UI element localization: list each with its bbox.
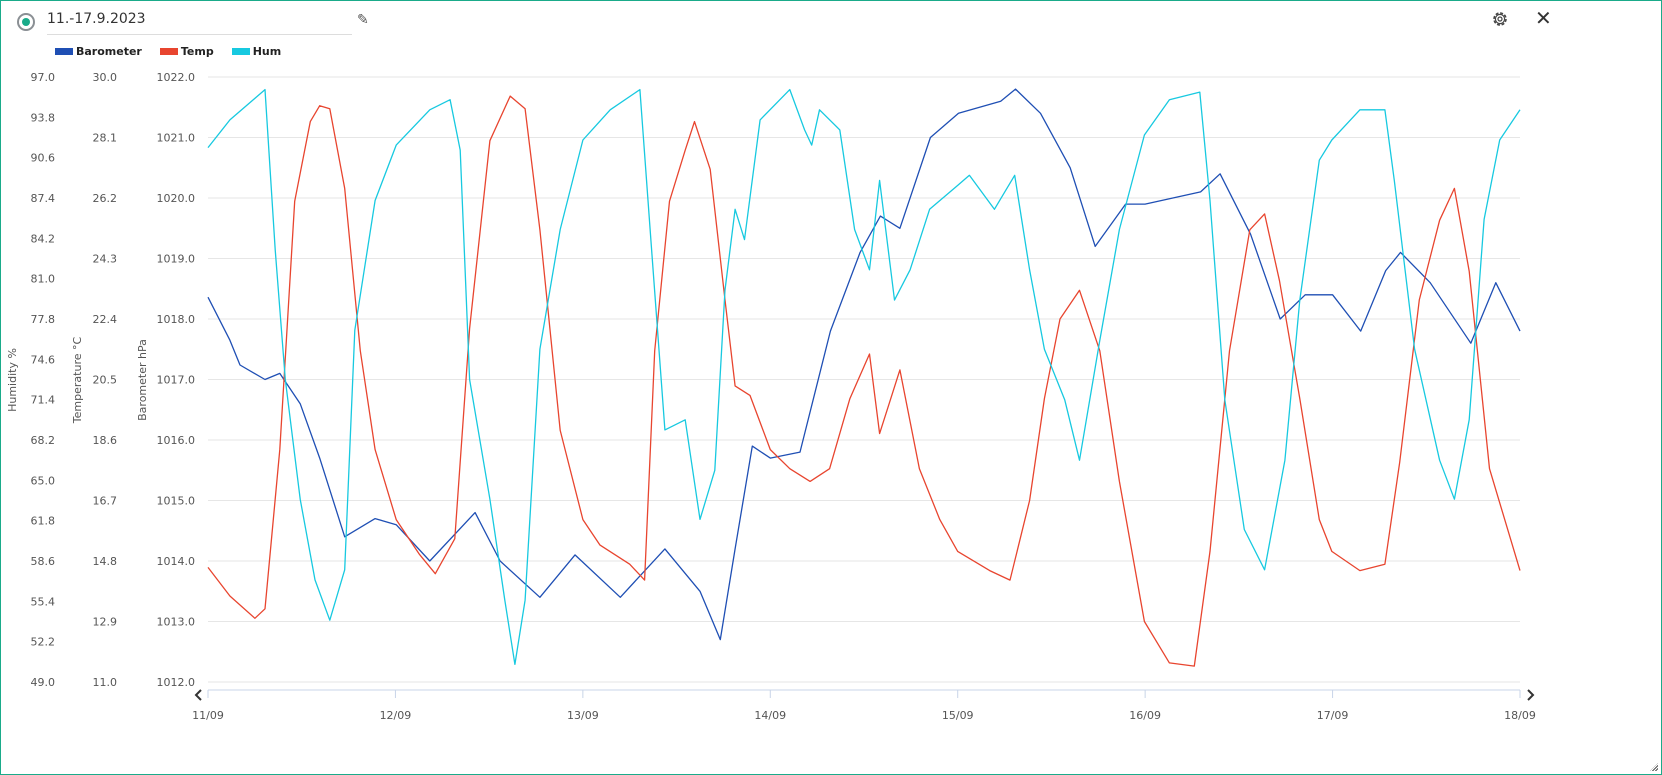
x-tick-label: 18/09 [1504,709,1536,722]
hum-tick-label: 58.6 [31,555,56,568]
legend-item-barometer[interactable]: Barometer [55,45,142,58]
temp-tick-label: 26.2 [93,192,118,205]
status-radio-icon[interactable] [17,13,35,31]
x-tick-label: 12/09 [380,709,412,722]
baro-tick-label: 1015.0 [157,495,196,508]
hum-tick-label: 77.8 [31,313,56,326]
legend-item-hum[interactable]: Hum [231,45,282,58]
temp-axis-title: Temperature °C [71,337,84,425]
x-tick-label: 14/09 [754,709,786,722]
hum-tick-label: 81.0 [31,273,56,286]
baro-tick-label: 1012.0 [157,676,196,689]
hum-axis-title: Humidity % [6,348,19,412]
hum-tick-label: 93.8 [31,111,56,124]
hum-tick-label: 74.6 [31,353,56,366]
resize-handle-icon[interactable] [1650,763,1658,771]
temp-tick-label: 20.5 [93,374,118,387]
legend-swatch [159,48,178,55]
scroll-left-icon[interactable] [194,689,202,701]
hum-tick-label: 55.4 [31,595,56,608]
baro-tick-label: 1016.0 [157,434,196,447]
hum-tick-label: 97.0 [31,71,56,84]
legend-swatch [231,48,250,55]
legend-label: Hum [252,45,282,58]
baro-tick-label: 1019.0 [157,253,196,266]
hum-tick-label: 65.0 [31,474,56,487]
close-icon[interactable]: ✕ [1535,6,1552,30]
hum-tick-label: 90.6 [31,152,56,165]
baro-tick-label: 1014.0 [157,555,196,568]
gear-icon[interactable] [1490,9,1510,29]
hum-tick-label: 87.4 [31,192,56,205]
x-tick-label: 17/09 [1317,709,1349,722]
series-hum-line [207,88,1521,666]
baro-tick-label: 1022.0 [157,71,196,84]
temp-tick-label: 24.3 [93,253,118,266]
baro-tick-label: 1018.0 [157,313,196,326]
baro-tick-label: 1021.0 [157,132,196,145]
legend: Barometer Temp Hum [55,45,281,58]
temp-tick-label: 22.4 [93,313,118,326]
title-underline [47,34,352,35]
series-temp-line [207,95,1521,667]
hum-tick-label: 68.2 [31,434,56,447]
legend-label: Barometer [76,45,142,58]
baro-tick-label: 1013.0 [157,616,196,629]
baro-tick-label: 1020.0 [157,192,196,205]
x-tick-label: 15/09 [942,709,974,722]
chart-title[interactable]: 11.-17.9.2023 [47,11,146,27]
temp-tick-label: 11.0 [93,676,118,689]
temp-tick-label: 28.1 [93,132,118,145]
hum-tick-label: 71.4 [31,394,56,407]
hum-tick-label: 49.0 [31,676,56,689]
baro-axis-title: Barometer hPa [136,339,149,421]
hum-tick-label: 52.2 [31,636,56,649]
temp-tick-label: 14.8 [93,555,118,568]
legend-swatch [55,48,73,55]
pencil-icon[interactable]: ✎ [357,12,369,28]
hum-tick-label: 84.2 [31,232,56,245]
x-tick-label: 16/09 [1129,709,1161,722]
temp-tick-label: 18.6 [93,434,118,447]
series-barometer-line [207,88,1521,641]
legend-label: Temp [180,45,214,58]
temp-tick-label: 12.9 [93,616,118,629]
x-tick-label: 11/09 [192,709,224,722]
x-tick-label: 13/09 [567,709,599,722]
scroll-right-icon[interactable] [1527,689,1535,701]
legend-item-temp[interactable]: Temp [159,45,214,58]
hum-tick-label: 61.8 [31,515,56,528]
temp-tick-label: 16.7 [93,495,118,508]
baro-tick-label: 1017.0 [157,374,196,387]
temp-tick-label: 30.0 [93,71,118,84]
